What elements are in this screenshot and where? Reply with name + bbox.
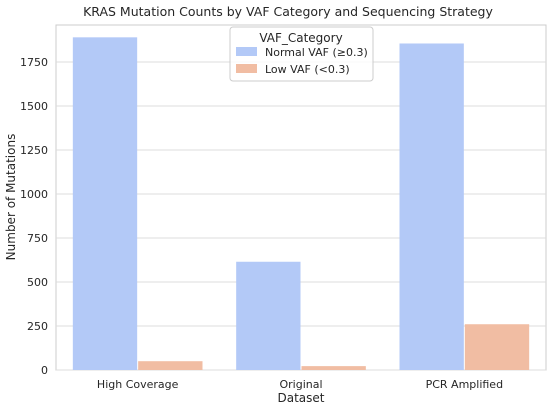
y-tick-label: 1500 <box>20 100 48 113</box>
x-axis-label: Dataset <box>278 391 325 405</box>
y-tick-label: 500 <box>27 276 48 289</box>
y-tick-label: 250 <box>27 320 48 333</box>
y-axis: 0 250 500 750 1000 1250 1500 1750 <box>20 56 48 377</box>
bar-original-series-0 <box>236 261 301 370</box>
y-axis-label: Number of Mutations <box>4 134 18 261</box>
legend-title: VAF_Category <box>259 31 342 45</box>
y-tick-label: 1000 <box>20 188 48 201</box>
plot-area <box>55 24 547 371</box>
bar-high-coverage-series-1 <box>138 361 203 370</box>
bars <box>72 37 530 370</box>
x-tick-label: High Coverage <box>97 378 179 391</box>
bar-original-series-1 <box>301 366 366 370</box>
gridlines <box>56 61 546 371</box>
legend-swatch-normal-vaf <box>236 47 257 56</box>
y-tick-label: 0 <box>41 364 48 377</box>
bar-pcr-amplified-series-1 <box>464 324 530 370</box>
legend-box <box>229 26 374 82</box>
legend-label-normal-vaf: Normal VAF (≥0.3) <box>265 46 368 59</box>
legend: VAF_Category Normal VAF (≥0.3) Low VAF (… <box>229 26 374 82</box>
x-tick-label: Original <box>279 378 322 391</box>
chart-title: KRAS Mutation Counts by VAF Category and… <box>83 4 493 19</box>
x-axis: High Coverage Original PCR Amplified <box>97 378 503 391</box>
x-tick-label: PCR Amplified <box>426 378 503 391</box>
legend-swatch-low-vaf <box>236 64 257 73</box>
y-tick-label: 1750 <box>20 56 48 69</box>
legend-label-low-vaf: Low VAF (<0.3) <box>265 63 350 76</box>
bar-pcr-amplified-series-0 <box>399 43 464 370</box>
y-tick-label: 1250 <box>20 144 48 157</box>
bar-high-coverage-series-0 <box>72 37 138 370</box>
y-tick-label: 750 <box>27 232 48 245</box>
